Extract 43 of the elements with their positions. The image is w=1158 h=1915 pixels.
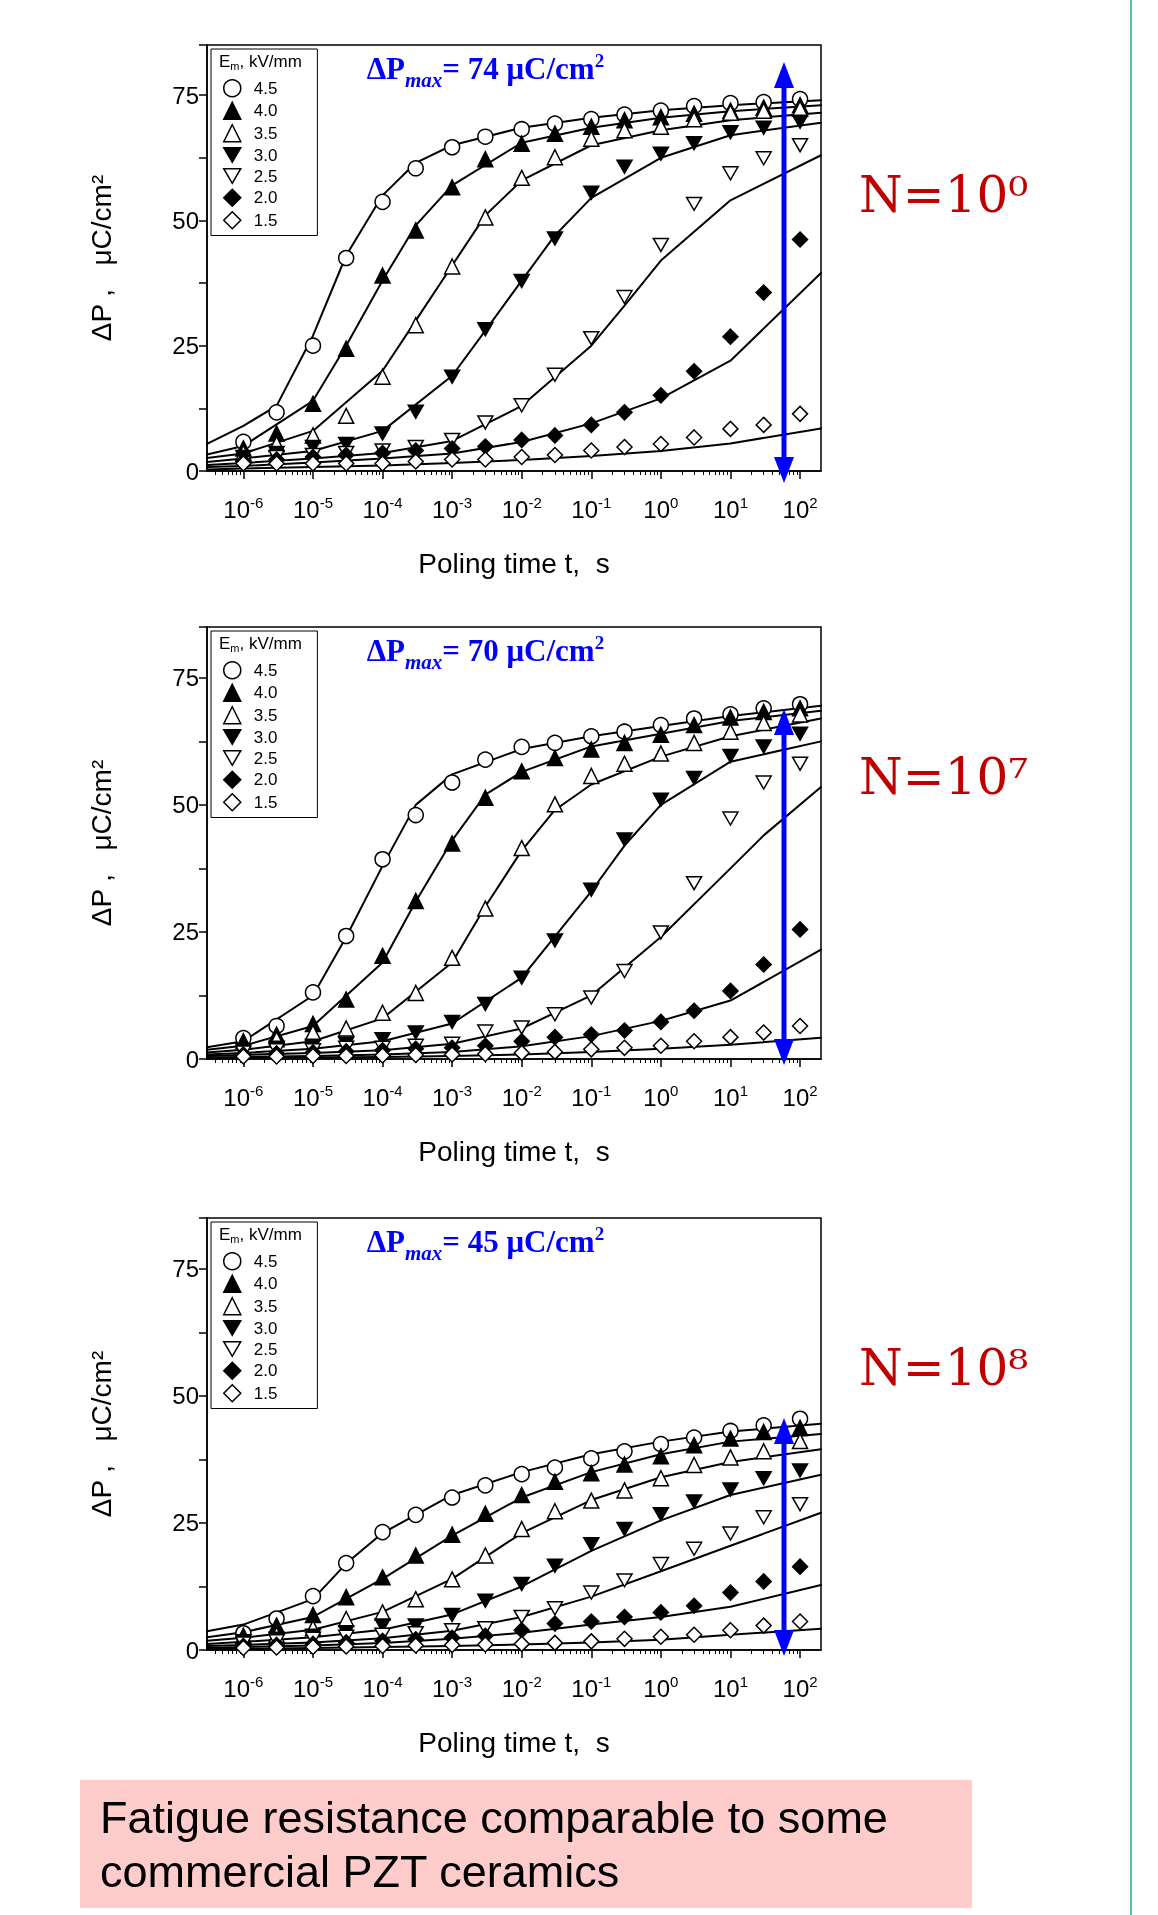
legend-label: 4.0 bbox=[253, 101, 278, 121]
x-axis-title: Poling time t, s bbox=[418, 1726, 610, 1758]
legend-label: 2.0 bbox=[253, 1361, 278, 1381]
legend-label: 1.5 bbox=[253, 1383, 278, 1403]
y-tick-label: 50 bbox=[172, 206, 199, 234]
legend-label: 2.5 bbox=[253, 748, 278, 768]
text: N=10⁸ bbox=[859, 1339, 1029, 1397]
x-axis-title: Poling time t, s bbox=[418, 1135, 610, 1167]
legend-label: 4.5 bbox=[253, 660, 278, 680]
x-axis-title: Poling time t, s bbox=[418, 547, 610, 579]
y-tick-label: 0 bbox=[185, 1045, 199, 1073]
legend-label: 2.0 bbox=[253, 188, 278, 208]
text: N=10⁷ bbox=[859, 748, 1029, 806]
legend-label: 3.0 bbox=[253, 145, 278, 165]
y-tick-label: 50 bbox=[172, 1382, 199, 1410]
y-tick-label: 25 bbox=[172, 332, 199, 360]
legend-label: 2.5 bbox=[253, 1339, 278, 1359]
y-tick-label: 0 bbox=[185, 457, 199, 485]
legend-label: 3.5 bbox=[253, 123, 278, 143]
legend-label: 3.0 bbox=[253, 1318, 278, 1338]
legend-label: 4.0 bbox=[253, 683, 278, 703]
y-tick-label: 0 bbox=[185, 1636, 199, 1664]
legend-label: 3.0 bbox=[253, 727, 278, 747]
y-axis-title: ΔP , μC/cm² bbox=[85, 759, 117, 927]
y-tick-label: 25 bbox=[172, 918, 199, 946]
legend-label: 4.5 bbox=[253, 78, 278, 98]
legend-label: 4.0 bbox=[253, 1274, 278, 1294]
y-tick-label: 75 bbox=[172, 664, 199, 692]
text: N=10⁰ bbox=[859, 166, 1029, 224]
legend-label: 4.5 bbox=[253, 1251, 278, 1271]
legend-label: 1.5 bbox=[253, 210, 278, 230]
text: Fatigue resistance comparable to some commercial PZT ceramics bbox=[100, 1791, 901, 1897]
legend-label: 3.5 bbox=[253, 1296, 278, 1316]
y-axis-title: ΔP , μC/cm² bbox=[85, 174, 117, 342]
y-tick-label: 75 bbox=[172, 1255, 199, 1283]
y-tick-label: 25 bbox=[172, 1509, 199, 1537]
y-tick-label: 50 bbox=[172, 791, 199, 819]
y-axis-title: ΔP , μC/cm² bbox=[85, 1350, 117, 1518]
legend-label: 1.5 bbox=[253, 792, 278, 812]
legend-label: 3.5 bbox=[253, 705, 278, 725]
y-tick-label: 75 bbox=[172, 81, 199, 109]
legend-label: 2.0 bbox=[253, 770, 278, 790]
legend-label: 2.5 bbox=[253, 166, 278, 186]
